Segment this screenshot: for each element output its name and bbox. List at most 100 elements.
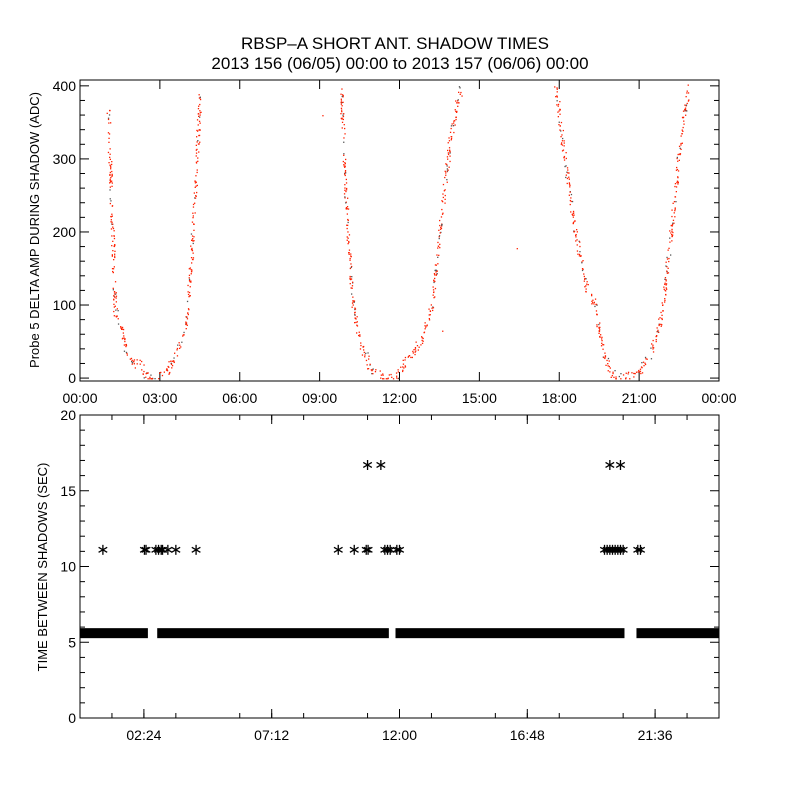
data-point <box>113 237 116 240</box>
data-point <box>572 216 574 218</box>
data-point <box>565 174 567 176</box>
data-point <box>663 286 665 288</box>
data-point <box>193 236 195 238</box>
data-point <box>429 310 432 312</box>
data-point <box>116 315 118 317</box>
data-point <box>661 314 663 316</box>
data-point <box>666 256 668 259</box>
data-point <box>594 305 596 308</box>
data-point <box>559 129 561 131</box>
data-point <box>563 156 565 159</box>
data-point <box>686 110 688 112</box>
data-point <box>444 194 446 197</box>
data-point <box>640 366 643 368</box>
data-point <box>432 286 434 288</box>
data-point <box>143 377 145 379</box>
data-point <box>455 118 457 121</box>
data-point <box>346 208 348 210</box>
data-point <box>380 377 382 379</box>
data-point <box>149 378 151 380</box>
data-point <box>111 182 113 184</box>
data-point <box>197 108 200 110</box>
data-point <box>110 168 112 170</box>
data-point <box>435 273 438 275</box>
data-point <box>601 342 603 344</box>
data-point <box>572 214 574 216</box>
data-point <box>365 352 367 354</box>
data-point <box>673 201 676 203</box>
data-point <box>684 108 686 111</box>
data-point <box>115 297 117 299</box>
data-point <box>422 340 424 342</box>
data-point <box>344 197 346 199</box>
data-point <box>456 102 458 104</box>
asterisk-point <box>361 544 371 555</box>
data-point <box>133 361 135 363</box>
data-point <box>675 186 678 188</box>
data-point <box>612 372 614 375</box>
data-point <box>673 212 675 214</box>
data-point <box>195 185 197 187</box>
data-point <box>620 378 622 380</box>
y-tick-label: 100 <box>53 297 77 313</box>
data-point <box>671 209 673 211</box>
data-point <box>563 142 565 144</box>
data-point <box>188 280 191 282</box>
data-point <box>433 297 435 299</box>
data-point <box>557 111 559 113</box>
data-point <box>686 92 688 94</box>
data-point <box>583 275 585 278</box>
data-point <box>379 370 381 372</box>
data-point <box>341 88 343 90</box>
data-point <box>108 162 110 164</box>
data-point <box>197 124 199 126</box>
data-point <box>171 360 173 362</box>
data-point <box>346 239 348 241</box>
data-point <box>586 281 588 283</box>
data-point <box>158 378 160 380</box>
data-point <box>557 116 559 118</box>
data-point <box>199 110 201 112</box>
data-point <box>114 296 116 298</box>
data-point <box>671 215 673 218</box>
data-point <box>676 157 678 160</box>
data-point <box>341 102 343 104</box>
data-point <box>356 325 359 327</box>
data-point <box>682 130 684 132</box>
data-point <box>569 191 571 193</box>
data-point <box>680 142 682 145</box>
data-point <box>560 130 562 132</box>
data-point <box>674 216 676 218</box>
data-point <box>587 284 589 286</box>
data-point <box>110 166 112 168</box>
data-point <box>195 161 198 163</box>
data-point <box>190 281 192 283</box>
data-point <box>192 240 194 242</box>
data-point <box>166 370 169 372</box>
data-point <box>641 362 643 364</box>
data-point <box>364 356 366 358</box>
data-point <box>350 278 352 281</box>
data-point <box>461 95 463 97</box>
data-point <box>652 348 654 350</box>
data-point <box>344 174 346 177</box>
data-point <box>620 373 622 375</box>
data-point <box>598 326 600 329</box>
data-point <box>192 212 194 214</box>
data-point <box>143 364 145 366</box>
data-point <box>124 338 126 340</box>
data-point <box>554 86 556 88</box>
data-point <box>342 101 344 103</box>
data-point <box>555 96 557 98</box>
data-point <box>136 359 138 361</box>
data-point <box>564 165 566 168</box>
x-tick-label: 02:24 <box>126 727 161 743</box>
data-point <box>667 249 669 251</box>
data-point <box>559 125 561 127</box>
data-point <box>447 149 449 152</box>
data-point <box>141 360 143 363</box>
data-point <box>665 265 667 267</box>
asterisk-point <box>163 544 173 555</box>
data-point <box>407 356 409 358</box>
